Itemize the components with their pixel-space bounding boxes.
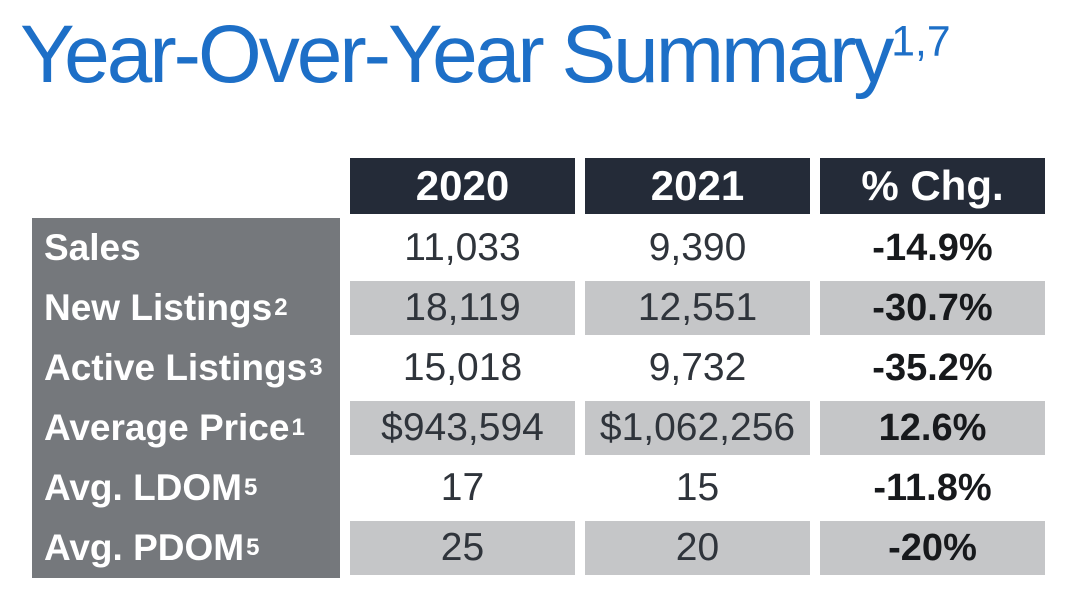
row-label: Average Price 1 <box>32 398 340 458</box>
cell-2020: 11,033 <box>404 226 521 269</box>
col-header-2021: 2021 <box>585 158 810 214</box>
row-label-text: Average Price <box>44 407 290 448</box>
row-label-text: Active Listings <box>44 347 308 388</box>
cell-pct-change: -35.2% <box>872 346 993 389</box>
row-label-text: Sales <box>44 227 141 268</box>
cell-2021: 12,551 <box>585 278 810 338</box>
row-label: Sales <box>32 218 340 278</box>
cell-pct-change: -30.7% <box>820 278 1045 338</box>
cell-2021: 9,732 <box>648 346 747 389</box>
page-title: Year-Over-Year Summary1,7 <box>20 8 951 102</box>
cell-2021: 20 <box>585 518 810 578</box>
cell-pct-change: -14.9% <box>872 226 993 269</box>
cell-2020: 15,018 <box>402 346 523 389</box>
cell-pct-change: -11.8% <box>873 466 992 509</box>
cell-pct-change: -20% <box>820 518 1045 578</box>
cell-2021: 9,390 <box>648 226 747 269</box>
col-header-2020: 2020 <box>350 158 575 214</box>
col-header-pct-change: % Chg. <box>820 158 1045 214</box>
row-label: Avg. PDOM 5 <box>32 518 340 578</box>
cell-2021: 15 <box>675 466 720 509</box>
row-label-text: Avg. LDOM <box>44 467 243 508</box>
cell-2021: $1,062,256 <box>585 398 810 458</box>
row-label-text: Avg. PDOM <box>44 527 245 568</box>
cell-2020: 18,119 <box>350 278 575 338</box>
cell-2020: $943,594 <box>350 398 575 458</box>
row-label: New Listings 2 <box>32 278 340 338</box>
cell-pct-change: 12.6% <box>820 398 1045 458</box>
table-corner-spacer <box>32 158 340 218</box>
cell-2020: 17 <box>440 466 485 509</box>
row-label: Active Listings 3 <box>32 338 340 398</box>
page-title-text: Year-Over-Year Summary <box>20 9 894 100</box>
row-label: Avg. LDOM 5 <box>32 458 340 518</box>
page-title-superscript: 1,7 <box>891 17 951 66</box>
row-label-text: New Listings <box>44 287 273 328</box>
yoy-summary-table: 2020 2021 % Chg. Sales 11,033 9,390 -14.… <box>32 158 1045 578</box>
cell-2020: 25 <box>350 518 575 578</box>
